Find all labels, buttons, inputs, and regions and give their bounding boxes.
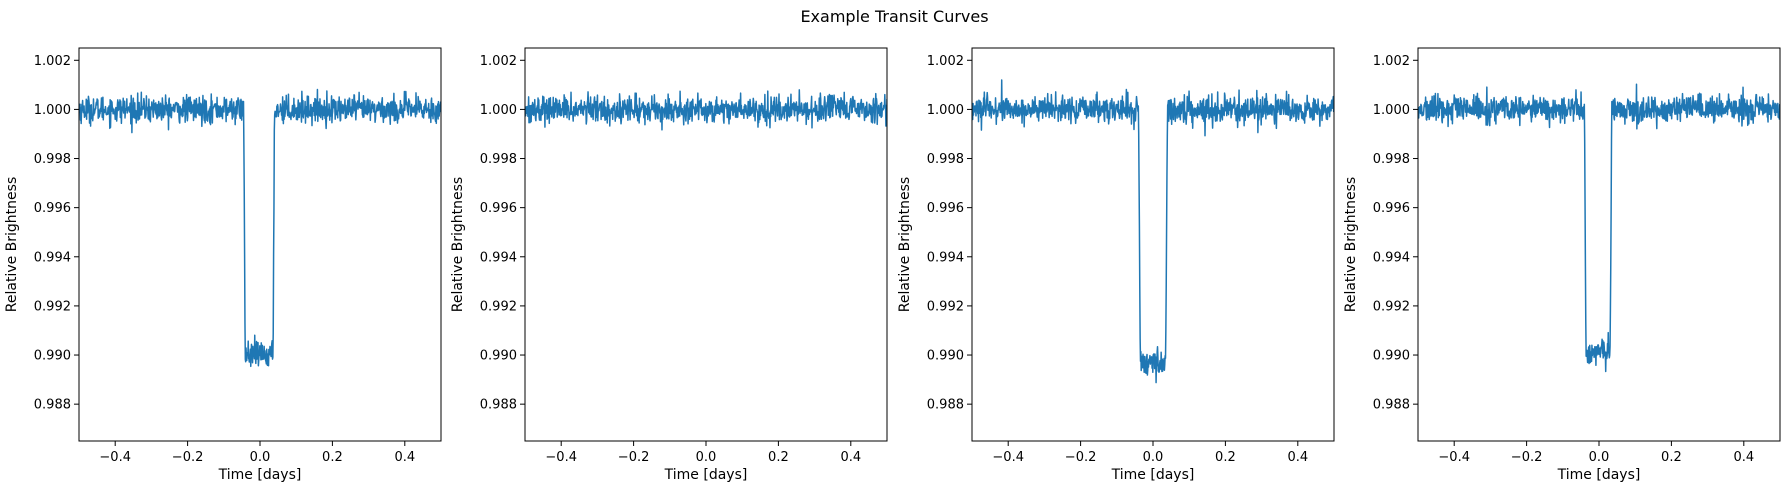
y-tick-label: 0.990 — [1373, 349, 1410, 364]
x-tick-label: −0.4 — [1438, 450, 1470, 465]
x-axis-label: Time [days] — [218, 467, 302, 483]
y-axis-label: Relative Brightness — [897, 177, 913, 312]
x-tick-label: −0.4 — [992, 450, 1024, 465]
y-tick-label: 1.000 — [927, 103, 964, 118]
series-line — [525, 89, 887, 131]
x-tick-label: 0.0 — [1589, 450, 1610, 465]
y-tick-label: 0.996 — [480, 201, 517, 216]
x-axis-label: Time [days] — [664, 467, 748, 483]
series-line — [1418, 83, 1780, 373]
y-tick-label: 0.996 — [34, 201, 71, 216]
y-tick-label: 1.002 — [34, 54, 71, 69]
y-tick-label: 0.994 — [34, 250, 71, 265]
y-tick-label: 0.988 — [1373, 398, 1410, 413]
chart-panel-4: −0.4 −0.2 0.0 0.2 0.4 0.988 0.990 0.992 0.994 0.9… — [1343, 47, 1781, 483]
x-tick-label: 0.2 — [1215, 450, 1236, 465]
y-tick-label: 1.000 — [34, 103, 71, 118]
series-line — [972, 79, 1334, 384]
y-tick-label: 0.998 — [480, 152, 517, 167]
y-tick-label: 0.994 — [927, 250, 964, 265]
series-line — [79, 88, 441, 368]
x-tick-label: −0.2 — [618, 450, 650, 465]
y-tick-label: 1.000 — [1373, 103, 1410, 118]
y-tick-label: 0.988 — [34, 398, 71, 413]
y-axis-label: Relative Brightness — [4, 177, 20, 312]
x-axis-label: Time [days] — [1111, 467, 1195, 483]
y-axis-label: Relative Brightness — [1343, 177, 1359, 312]
x-tick-label: 0.2 — [322, 450, 343, 465]
x-tick-label: 0.0 — [1143, 450, 1164, 465]
x-tick-label: 0.4 — [394, 450, 415, 465]
y-tick-label: 1.002 — [927, 54, 964, 69]
y-tick-label: 0.992 — [480, 299, 517, 314]
x-tick-label: −0.4 — [99, 450, 131, 465]
y-tick-label: 0.994 — [480, 250, 517, 265]
y-tick-label: 0.998 — [927, 152, 964, 167]
x-tick-label: 0.4 — [1287, 450, 1308, 465]
y-tick-label: 0.988 — [927, 398, 964, 413]
x-tick-label: −0.2 — [1065, 450, 1097, 465]
chart-panel-3: −0.4 −0.2 0.0 0.2 0.4 0.988 0.990 0.992 0.994 0.9… — [897, 47, 1335, 483]
x-tick-label: −0.2 — [1511, 450, 1543, 465]
y-tick-label: 1.002 — [480, 54, 517, 69]
y-tick-label: 0.990 — [927, 349, 964, 364]
y-tick-label: 0.988 — [480, 398, 517, 413]
x-tick-label: −0.2 — [172, 450, 204, 465]
y-axis-label: Relative Brightness — [450, 177, 466, 312]
y-tick-label: 0.996 — [1373, 201, 1410, 216]
y-tick-label: 0.992 — [927, 299, 964, 314]
y-tick-label: 0.990 — [480, 349, 517, 364]
y-tick-label: 0.996 — [927, 201, 964, 216]
y-tick-label: 0.990 — [34, 349, 71, 364]
y-tick-label: 0.998 — [1373, 152, 1410, 167]
y-tick-label: 1.000 — [480, 103, 517, 118]
x-axis-label: Time [days] — [1557, 467, 1641, 483]
y-tick-label: 0.992 — [1373, 299, 1410, 314]
chart-panel-1: −0.4 −0.2 0.0 0.2 0.4 0.988 0.990 0.992 0.994 0.9… — [4, 47, 442, 483]
y-tick-label: 0.998 — [34, 152, 71, 167]
x-tick-label: 0.0 — [250, 450, 271, 465]
y-tick-label: 0.992 — [34, 299, 71, 314]
x-tick-label: 0.2 — [768, 450, 789, 465]
x-tick-label: −0.4 — [545, 450, 577, 465]
x-tick-label: 0.4 — [1733, 450, 1754, 465]
chart-panel-2: −0.4 −0.2 0.0 0.2 0.4 0.988 0.990 0.992 0.994 0.9… — [450, 47, 888, 483]
figure-title: Example Transit Curves — [800, 7, 989, 26]
x-tick-label: 0.2 — [1661, 450, 1682, 465]
x-tick-label: 0.0 — [696, 450, 717, 465]
x-tick-label: 0.4 — [840, 450, 861, 465]
y-tick-label: 0.994 — [1373, 250, 1410, 265]
y-tick-label: 1.002 — [1373, 54, 1410, 69]
